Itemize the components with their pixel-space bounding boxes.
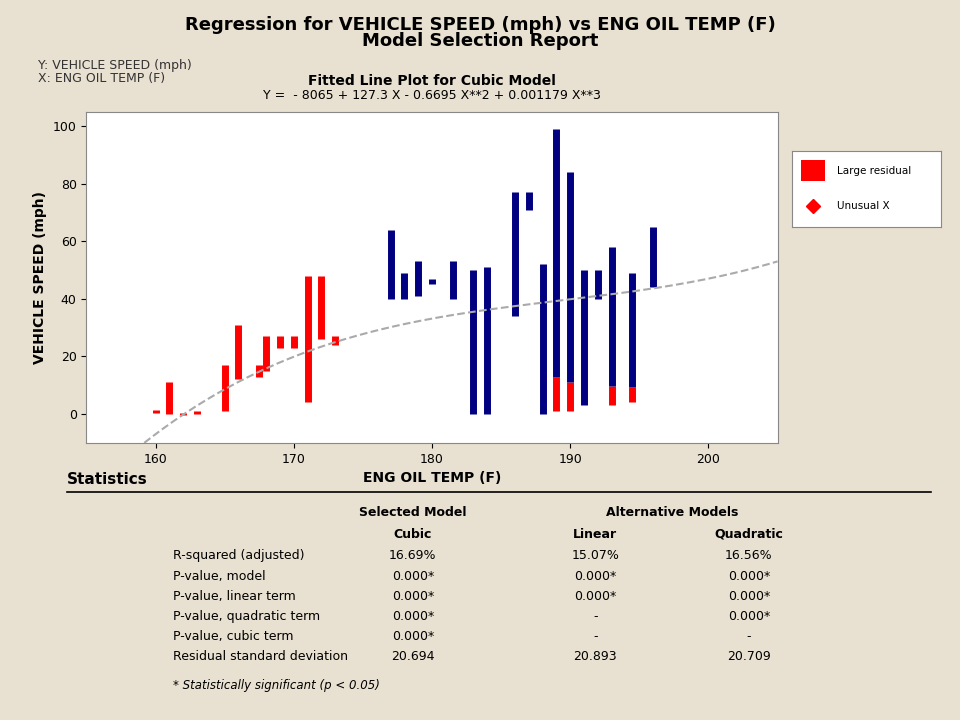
Text: 20.893: 20.893 <box>573 650 617 663</box>
X-axis label: ENG OIL TEMP (F): ENG OIL TEMP (F) <box>363 471 501 485</box>
Text: -: - <box>747 630 751 643</box>
Text: -: - <box>593 630 597 643</box>
Text: P-value, quadratic term: P-value, quadratic term <box>173 610 320 623</box>
Text: 0.000*: 0.000* <box>392 570 434 582</box>
Bar <box>801 161 825 181</box>
Text: Fitted Line Plot for Cubic Model: Fitted Line Plot for Cubic Model <box>308 74 556 88</box>
Text: X: ENG OIL TEMP (F): X: ENG OIL TEMP (F) <box>38 72 165 85</box>
Text: 16.69%: 16.69% <box>389 549 437 562</box>
Text: 0.000*: 0.000* <box>574 570 616 582</box>
Text: Alternative Models: Alternative Models <box>606 506 738 519</box>
Text: 0.000*: 0.000* <box>392 610 434 623</box>
Text: Residual standard deviation: Residual standard deviation <box>173 650 348 663</box>
Text: Model Selection Report: Model Selection Report <box>362 32 598 50</box>
Text: 0.000*: 0.000* <box>392 630 434 643</box>
Text: 20.694: 20.694 <box>391 650 435 663</box>
Text: Unusual X: Unusual X <box>836 202 889 212</box>
Y-axis label: VEHICLE SPEED (mph): VEHICLE SPEED (mph) <box>34 191 47 364</box>
Text: Y =  - 8065 + 127.3 X - 0.6695 X**2 + 0.001179 X**3: Y = - 8065 + 127.3 X - 0.6695 X**2 + 0.0… <box>263 89 601 102</box>
Text: Selected Model: Selected Model <box>359 506 467 519</box>
Text: P-value, model: P-value, model <box>173 570 265 582</box>
Text: 0.000*: 0.000* <box>728 590 770 603</box>
Text: Y: VEHICLE SPEED (mph): Y: VEHICLE SPEED (mph) <box>38 59 192 72</box>
Text: R-squared (adjusted): R-squared (adjusted) <box>173 549 304 562</box>
Text: Linear: Linear <box>573 528 617 541</box>
Text: 0.000*: 0.000* <box>728 570 770 582</box>
Text: Quadratic: Quadratic <box>714 528 783 541</box>
Text: P-value, linear term: P-value, linear term <box>173 590 296 603</box>
Text: 0.000*: 0.000* <box>728 610 770 623</box>
Text: 0.000*: 0.000* <box>392 590 434 603</box>
Text: 20.709: 20.709 <box>727 650 771 663</box>
Text: P-value, cubic term: P-value, cubic term <box>173 630 294 643</box>
Text: 16.56%: 16.56% <box>725 549 773 562</box>
Text: -: - <box>593 610 597 623</box>
Text: * Statistically significant (p < 0.05): * Statistically significant (p < 0.05) <box>173 679 379 692</box>
Text: Regression for VEHICLE SPEED (mph) vs ENG OIL TEMP (F): Regression for VEHICLE SPEED (mph) vs EN… <box>184 16 776 34</box>
Text: Statistics: Statistics <box>67 472 148 487</box>
Text: 15.07%: 15.07% <box>571 549 619 562</box>
Text: Cubic: Cubic <box>394 528 432 541</box>
Text: 0.000*: 0.000* <box>574 590 616 603</box>
Text: Large residual: Large residual <box>836 166 911 176</box>
